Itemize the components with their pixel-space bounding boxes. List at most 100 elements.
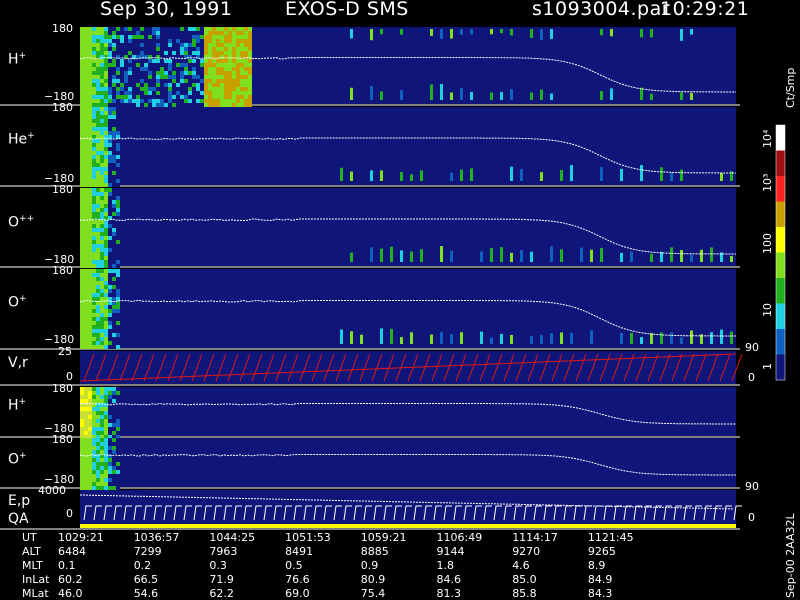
heatmap-cell [80,67,84,71]
heatmap-cell [96,71,100,75]
heatmap-cell [156,83,160,87]
heatmap-cell [208,63,212,67]
heatmap-cell [380,170,383,181]
heatmap-cell [240,79,244,83]
heatmap-cell [200,47,204,51]
heatmap-cell [232,47,236,51]
heatmap-cell [116,200,120,204]
heatmap-cell [128,63,132,67]
heatmap-cell [204,87,208,91]
heatmap-cell [116,301,120,305]
ephem-row-label-ut: UT [22,531,37,544]
heatmap-cell [244,27,248,31]
heatmap-cell [104,297,108,301]
heatmap-cell [92,216,96,220]
heatmap-cell [96,204,100,208]
heatmap-cell [132,103,136,107]
heatmap-cell [100,127,104,131]
heatmap-cell [104,333,108,337]
heatmap-cell [212,35,216,39]
heatmap-cell [200,87,204,91]
heatmap-cell [88,248,92,252]
heatmap-cell [108,179,112,183]
heatmap-cell [196,95,200,99]
heatmap-cell [460,332,463,344]
heatmap-cell [200,67,204,71]
heatmap-cell [100,183,104,187]
instrument-title: EXOS-D SMS [285,0,409,20]
ephem-alt-value: 7963 [209,545,238,558]
heatmap-cell [108,127,112,131]
heatmap-cell [530,92,533,100]
heatmap-cell [168,79,172,83]
heatmap-cell [176,39,180,43]
heatmap-cell [144,79,148,83]
heatmap-cell [128,83,132,87]
heatmap-cell [108,75,112,79]
heatmap-cell [84,95,88,99]
heatmap-cell [100,31,104,35]
heatmap-cell [180,71,184,75]
heatmap-cell [370,247,373,262]
colorbar-unit: Ct/Smp [784,67,797,108]
heatmap-cell [84,55,88,59]
heatmap-cell [240,63,244,67]
heatmap-cell [112,103,116,107]
heatmap-cell [244,55,248,59]
heatmap-cell [100,35,104,39]
heatmap-cell [88,411,92,415]
heatmap-cell [132,47,136,51]
heatmap-cell [88,147,92,151]
heatmap-cell [140,79,144,83]
heatmap-cell [220,27,224,31]
heatmap-cell [196,103,200,107]
heatmap-cell [108,297,112,301]
heatmap-cell [80,39,84,43]
heatmap-cell [84,309,88,313]
heatmap-cell [160,79,164,83]
heatmap-cell [192,83,196,87]
heatmap-cell [108,411,112,415]
heatmap-cell [550,93,553,100]
heatmap-cell [84,83,88,87]
heatmap-cell [420,170,423,181]
heatmap-cell [196,35,200,39]
heatmap-cell [108,462,112,466]
heatmap-cell [172,67,176,71]
heatmap-cell [116,297,120,301]
heatmap-cell [340,167,343,181]
heatmap-cell [204,95,208,99]
heatmap-cell [88,51,92,55]
heatmap-cell [236,47,240,51]
heatmap-cell [80,387,84,391]
heatmap-cell [84,474,88,478]
tick-p5-min: 0 [66,370,73,383]
heatmap-cell [244,83,248,87]
panel-background [80,188,736,266]
heatmap-cell [80,87,84,91]
heatmap-cell [236,31,240,35]
heatmap-cell [84,248,88,252]
heatmap-cell [116,423,120,427]
heatmap-cell [88,329,92,333]
heatmap-cell [140,87,144,91]
heatmap-cell [100,458,104,462]
heatmap-cell [112,403,116,407]
heatmap-cell [156,43,160,47]
heatmap-cell [112,59,116,63]
heatmap-cell [80,341,84,345]
heatmap-cell [80,345,84,349]
heatmap-cell [100,39,104,43]
heatmap-cell [116,47,120,51]
heatmap-cell [104,107,108,111]
heatmap-cell [92,139,96,143]
heatmap-cell [140,31,144,35]
heatmap-cell [104,232,108,236]
heatmap-cell [108,244,112,248]
heatmap-cell [100,482,104,486]
heatmap-cell [96,216,100,220]
heatmap-cell [152,63,156,67]
heatmap-cell [224,43,228,47]
heatmap-cell [136,67,140,71]
tick-p4-min: −180 [44,333,75,346]
